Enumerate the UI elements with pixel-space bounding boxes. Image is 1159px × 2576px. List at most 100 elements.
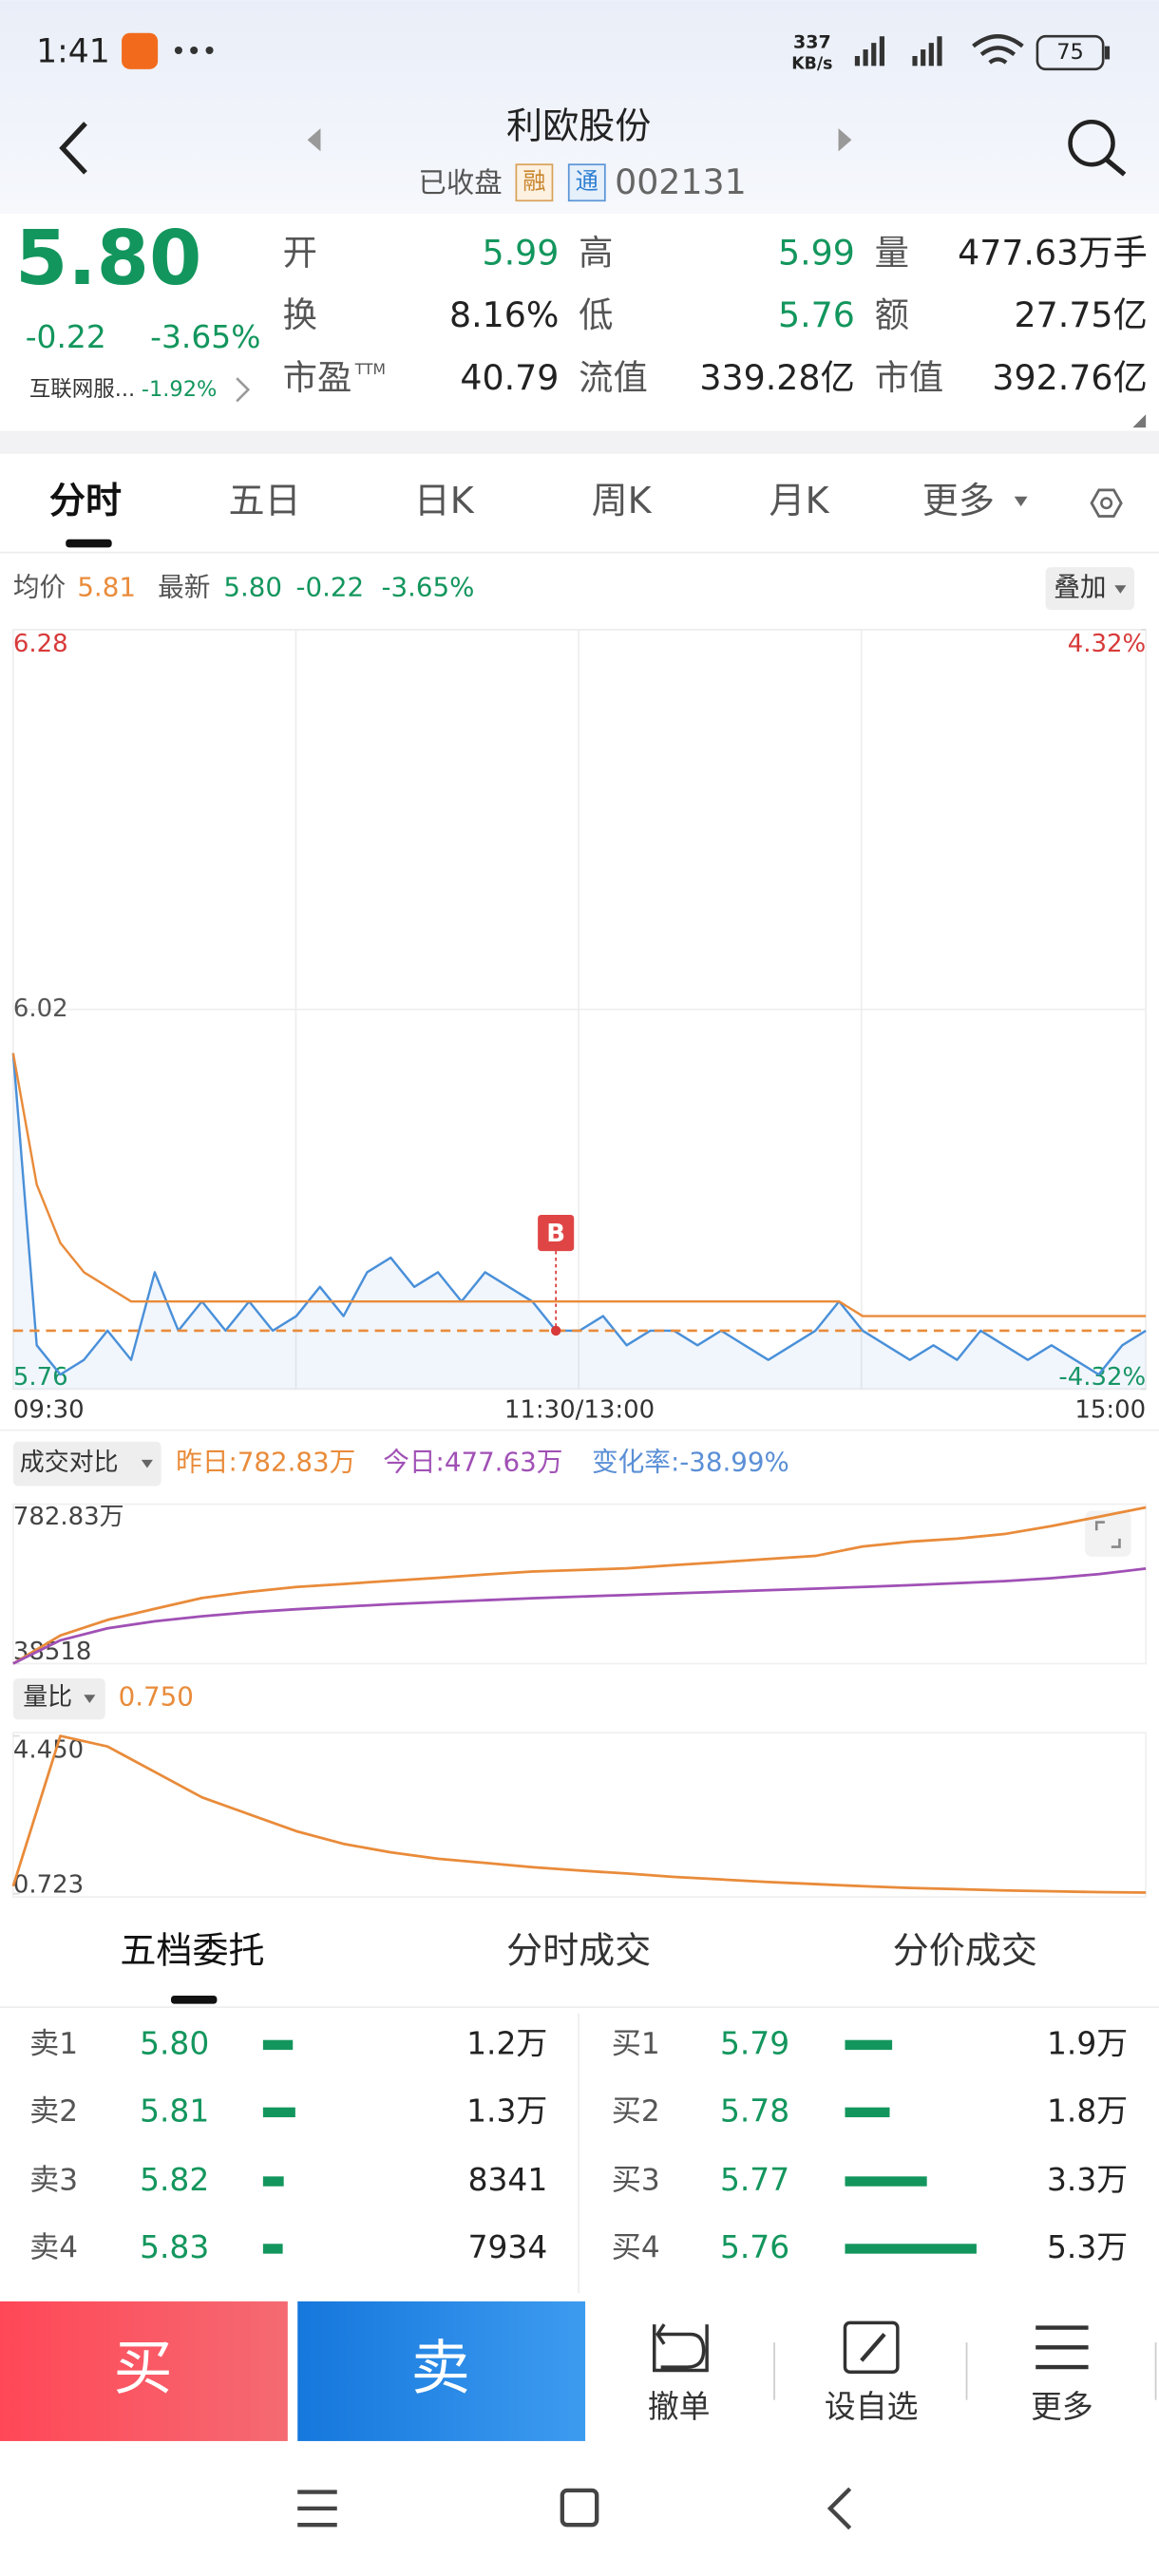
volume-today: 今日:477.63万 — [383, 1446, 562, 1477]
market-status: 已收盘 — [418, 166, 502, 199]
more-label[interactable]: 更多 — [1031, 2388, 1093, 2425]
x-tick-label: 15:00 — [1074, 1395, 1146, 1424]
expand-icon — [1094, 1521, 1121, 1548]
settings-button[interactable] — [1090, 488, 1123, 518]
volume-bar — [845, 2039, 893, 2051]
latest-price: 5.80 — [223, 572, 282, 603]
search-button[interactable] — [1068, 119, 1115, 167]
stat-label: 低 — [579, 294, 613, 335]
watch-label[interactable]: 设自选 — [825, 2388, 919, 2425]
level-label: 买2 — [612, 2094, 660, 2129]
next-stock[interactable] — [838, 128, 852, 152]
y2-tick-label: 4.32% — [1068, 630, 1146, 658]
watch-icon[interactable] — [843, 2320, 900, 2374]
overlay-label: 叠加 — [1054, 572, 1106, 603]
last-price: 5.80 — [15, 214, 201, 302]
stat-value: 5.76 — [778, 294, 855, 335]
volume-bar — [262, 2039, 294, 2051]
price-change: -0.22 — [26, 318, 106, 355]
chart-frame — [11, 1732, 1148, 1899]
sector-arrow[interactable] — [236, 377, 251, 403]
more-icon[interactable] — [1036, 2325, 1089, 2370]
dropdown-arrow — [84, 1695, 96, 1703]
stat-value: 5.99 — [778, 232, 855, 273]
volume-bar — [262, 2107, 295, 2118]
badge-box — [515, 163, 554, 202]
clock: 1:41 — [36, 33, 110, 71]
book-tab[interactable]: 分时成交 — [506, 1929, 651, 1971]
book-tab[interactable]: 分价成交 — [893, 1929, 1037, 1971]
dropdown-arrow — [1114, 585, 1127, 594]
level-volume: 7934 — [468, 2228, 548, 2265]
badge: 通 — [576, 168, 598, 195]
chart-tab[interactable]: 更多 — [922, 480, 995, 521]
back-button[interactable] — [59, 122, 87, 175]
avg-price: 5.81 — [77, 572, 136, 603]
y-tick-label: 0.723 — [13, 1871, 84, 1900]
level-price: 5.81 — [140, 2092, 209, 2129]
sector-name: 互联网服... — [29, 377, 135, 402]
y2-tick-label: -4.32% — [1058, 1363, 1146, 1392]
nav-menu[interactable] — [297, 2490, 337, 2528]
buy-button[interactable] — [0, 2301, 288, 2441]
y-tick-label: 5.76 — [13, 1363, 68, 1392]
nav-back[interactable] — [826, 2487, 852, 2530]
series-line — [12, 1567, 1147, 1665]
sell-label[interactable]: 卖 — [411, 2333, 470, 2402]
latest-change: -0.22 — [295, 572, 364, 603]
chart-tab[interactable]: 分时 — [49, 480, 122, 521]
series-line — [11, 1052, 1147, 1317]
level-label: 买1 — [612, 2027, 660, 2061]
cancel-icon[interactable] — [653, 2323, 709, 2373]
sector-change: -1.92% — [142, 377, 218, 402]
nav-home[interactable] — [560, 2488, 599, 2528]
marker-label: B — [546, 1220, 565, 1248]
dropdown-arrow — [141, 1459, 153, 1468]
chart-tab[interactable]: 月K — [770, 480, 830, 521]
y-tick-label: 6.28 — [13, 630, 68, 658]
signal-icons — [854, 36, 942, 66]
ratio-selector: 量比 — [23, 1683, 72, 1712]
level-price: 5.78 — [720, 2092, 789, 2129]
stock-name: 利欧股份 — [506, 105, 651, 147]
overlay-button[interactable] — [1045, 567, 1135, 611]
level-label: 卖1 — [29, 2027, 78, 2061]
level-label: 买4 — [612, 2230, 660, 2264]
stat-value: 40.79 — [460, 357, 559, 398]
app-icon — [122, 32, 159, 69]
chart-tab[interactable]: 日K — [414, 480, 475, 521]
level-price: 5.79 — [720, 2024, 789, 2061]
settings-dot — [1100, 497, 1113, 510]
chart-tab[interactable]: 周K — [592, 480, 653, 521]
y-tick-label: 38518 — [13, 1638, 92, 1666]
volume-bar — [845, 2107, 890, 2118]
ratio-button[interactable] — [12, 1677, 105, 1720]
volume-change: 变化率:-38.99% — [592, 1446, 789, 1477]
separator — [0, 430, 1159, 454]
x-tick-label: 11:30/13:00 — [504, 1395, 655, 1424]
book-tab[interactable]: 五档委托 — [120, 1929, 264, 1971]
stat-value: 477.63万手 — [958, 232, 1148, 273]
cancel-label[interactable]: 撤单 — [648, 2388, 711, 2425]
level-volume: 1.3万 — [466, 2092, 547, 2129]
compare-selector: 成交对比 — [20, 1449, 119, 1477]
stat-value: 5.99 — [482, 232, 559, 273]
x-tick-label: 09:30 — [13, 1395, 85, 1424]
stat-label: 市盈 — [283, 357, 352, 398]
price-change-pct: -3.65% — [150, 318, 260, 355]
compare-button[interactable] — [12, 1441, 162, 1487]
stock-code: 002131 — [615, 161, 747, 202]
stat-label: 换 — [283, 294, 317, 335]
badge-box — [567, 163, 606, 202]
buy-label[interactable]: 买 — [113, 2333, 172, 2402]
chart-tab[interactable]: 五日 — [229, 480, 301, 521]
net-speed-unit: KB/s — [791, 55, 832, 74]
volume-bar — [845, 2176, 927, 2187]
stat-label: 额 — [875, 294, 909, 335]
battery-tip — [1104, 46, 1111, 60]
volume-bar — [845, 2244, 977, 2254]
marker-dot — [550, 1325, 561, 1336]
sell-button[interactable] — [297, 2301, 586, 2441]
prev-stock[interactable] — [307, 128, 321, 152]
